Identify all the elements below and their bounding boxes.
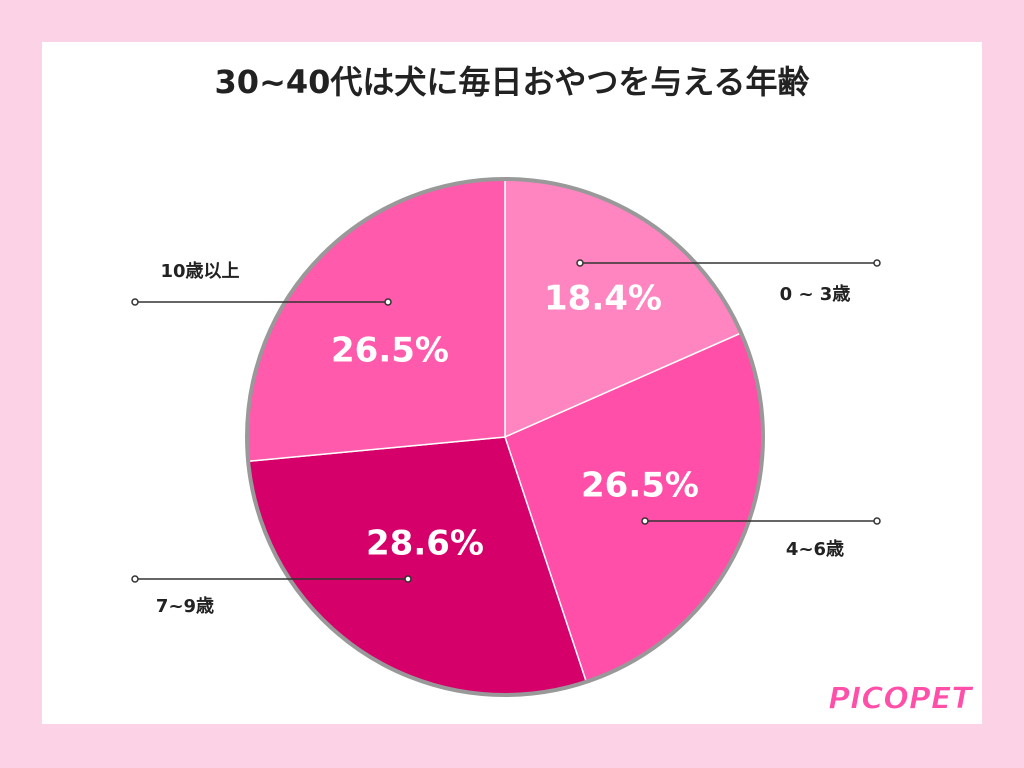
chart-title: 30~40代は犬に毎日おやつを与える年齢 xyxy=(215,63,810,101)
pie-border xyxy=(245,177,765,697)
leader-dot xyxy=(576,259,584,267)
leader-dot xyxy=(873,259,881,267)
leader-dot xyxy=(384,298,392,306)
leader-dot xyxy=(873,517,881,525)
value-label: 26.5% xyxy=(581,466,699,506)
category-label: 10歳以上 xyxy=(160,261,239,282)
value-label: 26.5% xyxy=(331,331,449,371)
category-label: 0 ~ 3歳 xyxy=(780,284,851,305)
category-label: 7~9歳 xyxy=(156,596,214,617)
category-label: 4~6歳 xyxy=(786,539,844,560)
leader-dot xyxy=(404,575,412,583)
logo: PICOPET xyxy=(828,682,974,717)
value-label: 28.6% xyxy=(366,524,484,564)
value-label: 18.4% xyxy=(544,279,662,319)
leader-dot xyxy=(641,517,649,525)
leader-dot xyxy=(131,575,139,583)
leader-dot xyxy=(131,298,139,306)
